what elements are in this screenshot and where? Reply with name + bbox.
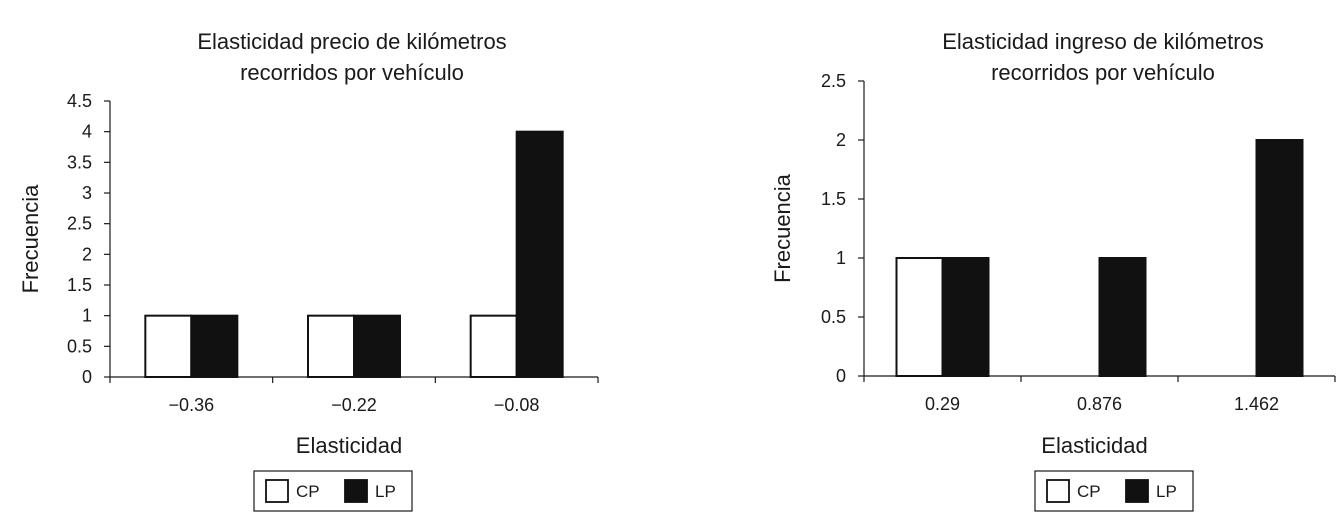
y-tick-label: 4.5 [67,91,92,111]
x-tick-label: 0.29 [925,394,960,414]
y-tick-label: 1 [82,306,92,326]
legend-label-lp: LP [375,482,396,501]
y-tick-label: 1 [836,248,846,268]
x-tick-label: −0.22 [331,395,377,415]
y-tick-label: 4 [82,122,92,142]
y-tick-label: 3 [82,183,92,203]
chart-title-line: Elasticidad ingreso de kilómetros [942,29,1264,54]
y-tick-label: 0.5 [821,307,846,327]
chart-price-elasticity: Elasticidad precio de kilómetros recorrid… [18,29,599,512]
y-tick-label: 1.5 [821,189,846,209]
y-tick-label: 2 [82,244,92,264]
y-tick-label: 0 [836,366,846,386]
x-tick-label: 1.462 [1234,394,1279,414]
bar-cp-2 [469,314,518,378]
bar-lp-1 [353,314,401,378]
x-axis-label: Elasticidad [296,433,402,458]
legend-swatch-cp [1046,479,1070,503]
chart-title-line: recorridos por vehículo [991,60,1215,85]
y-tick-label: 2 [836,130,846,150]
bar-cp-0 [144,314,193,378]
chart-title-line: Elasticidad precio de kilómetros [197,29,506,54]
legend-label-cp: CP [1077,482,1101,501]
x-tick-label: 0.876 [1077,394,1122,414]
legend-label-lp: LP [1156,482,1177,501]
x-tick-label: −0.08 [494,395,540,415]
y-tick-label: 0.5 [67,336,92,356]
legend: CP LP [1034,470,1194,512]
y-tick-label: 1.5 [67,275,92,295]
legend-swatch-cp [265,479,289,503]
x-tick-label: −0.36 [169,395,215,415]
bar-cp-1 [307,314,355,378]
bar-lp-0 [190,314,239,378]
y-tick-label: 2.5 [821,71,846,91]
bar-cp-0 [895,257,944,377]
bar-lp-2 [515,130,564,378]
x-axis-label: Elasticidad [1041,433,1147,458]
chart-income-elasticity: Elasticidad ingreso de kilómetros recorri… [770,29,1336,512]
chart-title-line: recorridos por vehículo [240,60,464,85]
bar-lp-2 [1255,139,1304,377]
legend: CP LP [253,470,413,512]
legend-swatch-lp [1125,479,1149,503]
y-axis-label: Frecuencia [770,173,795,283]
y-tick-label: 3.5 [67,152,92,172]
bar-lp-1 [1098,257,1147,377]
bar-lp-0 [941,257,990,377]
y-axis-label: Frecuencia [18,184,43,294]
y-tick-label: 0 [82,367,92,387]
legend-label-cp: CP [296,482,320,501]
y-tick-label: 2.5 [67,214,92,234]
legend-swatch-lp [344,479,368,503]
